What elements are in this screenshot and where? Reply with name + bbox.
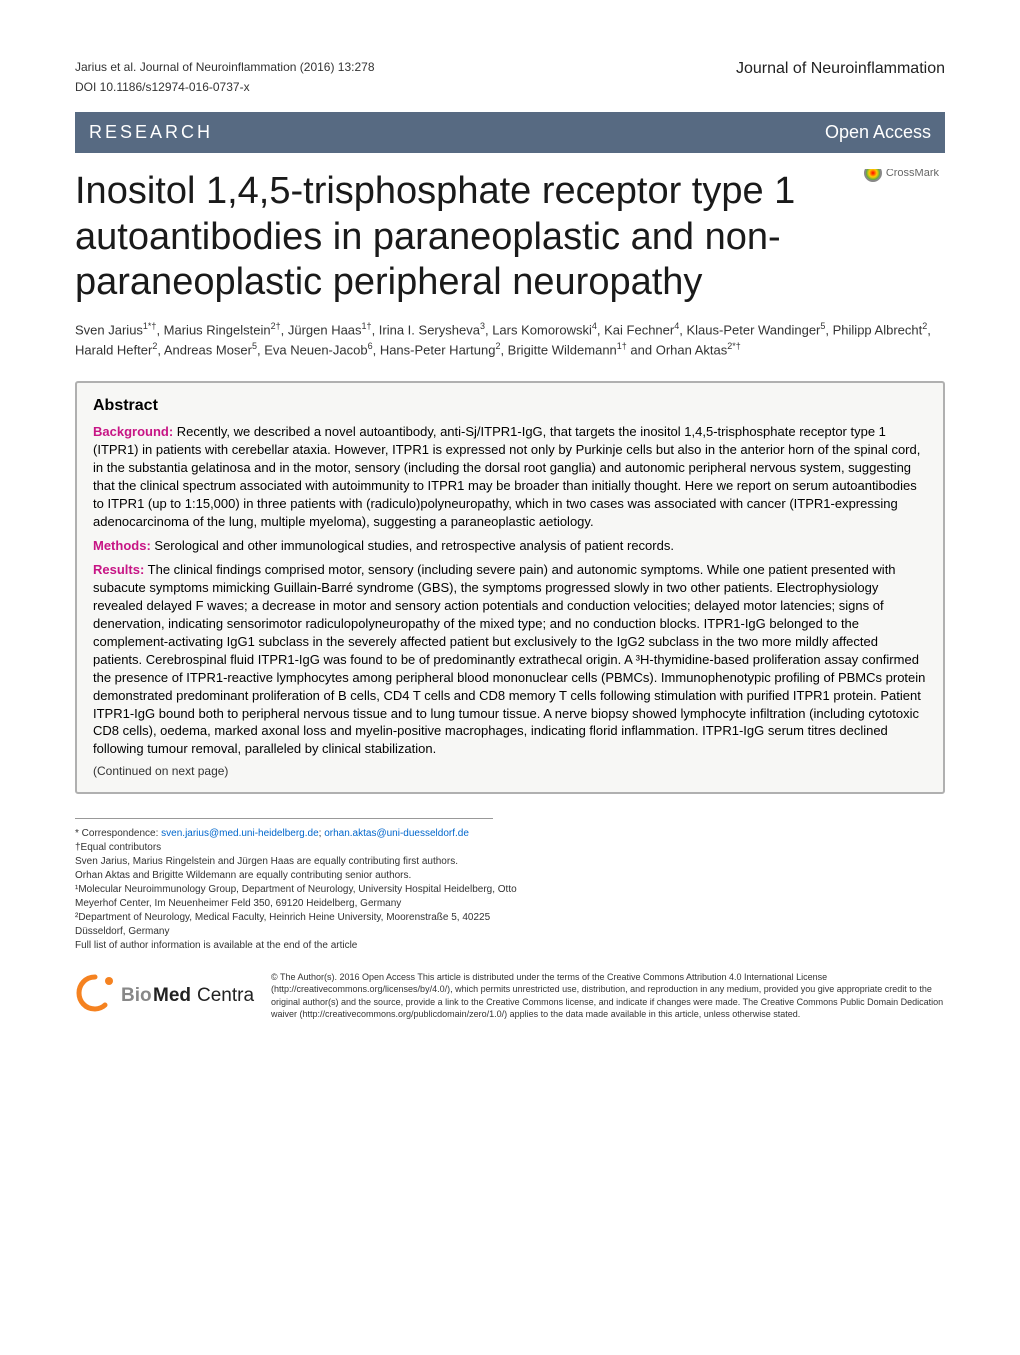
correspondence-prefix: * Correspondence: [75, 828, 161, 839]
first-authors-note: Sven Jarius, Marius Ringelstein and Jürg… [75, 856, 458, 867]
affiliation-2: ²Department of Neurology, Medical Facult… [75, 912, 490, 937]
results-label: Results: [93, 562, 144, 577]
svg-text:Central: Central [197, 985, 255, 1006]
abstract-results: Results: The clinical findings comprised… [93, 561, 927, 758]
background-label: Background: [93, 424, 173, 439]
footnote-divider [75, 818, 493, 819]
full-author-list-note: Full list of author information is avail… [75, 940, 357, 951]
background-text: Recently, we described a novel autoantib… [93, 424, 920, 529]
citation-text: Jarius et al. Journal of Neuroinflammati… [75, 60, 375, 78]
results-text: The clinical findings comprised motor, s… [93, 562, 925, 756]
affiliation-1: ¹Molecular Neuroimmunology Group, Depart… [75, 884, 517, 909]
abstract-box: Abstract Background: Recently, we descri… [75, 381, 945, 794]
author-list: Sven Jarius1*†, Marius Ringelstein2†, Jü… [75, 320, 945, 360]
article-type-label: RESEARCH [89, 122, 213, 143]
biomed-central-logo: Bio Med Central [75, 971, 255, 1020]
correspondence-email-2[interactable]: orhan.aktas@uni-duesseldorf.de [324, 828, 469, 839]
article-type-banner: RESEARCH Open Access [75, 112, 945, 153]
journal-name: Journal of Neuroinflammation [736, 60, 945, 78]
methods-label: Methods: [93, 538, 151, 553]
abstract-background: Background: Recently, we described a nov… [93, 423, 927, 531]
correspondence-email-1[interactable]: sven.jarius@med.uni-heidelberg.de [161, 828, 318, 839]
svg-text:Med: Med [153, 985, 191, 1006]
senior-authors-note: Orhan Aktas and Brigitte Wildemann are e… [75, 870, 411, 881]
license-text: © The Author(s). 2016 Open Access This a… [271, 971, 945, 1020]
crossmark-label: CrossMark [886, 169, 939, 179]
svg-text:Bio: Bio [121, 985, 152, 1006]
abstract-methods: Methods: Serological and other immunolog… [93, 537, 927, 555]
abstract-heading: Abstract [93, 397, 927, 415]
methods-text: Serological and other immunological stud… [151, 538, 674, 553]
continued-note: (Continued on next page) [93, 764, 927, 778]
footer-block: Bio Med Central © The Author(s). 2016 Op… [75, 971, 945, 1020]
doi-text: DOI 10.1186/s12974-016-0737-x [75, 80, 945, 94]
crossmark-icon [864, 169, 882, 182]
open-access-label: Open Access [825, 122, 931, 143]
equal-contributors: †Equal contributors [75, 842, 161, 853]
article-title: Inositol 1,4,5-trisphosphate receptor ty… [75, 169, 945, 306]
correspondence-block: * Correspondence: sven.jarius@med.uni-he… [75, 827, 527, 953]
crossmark-badge[interactable]: CrossMark [858, 169, 945, 185]
